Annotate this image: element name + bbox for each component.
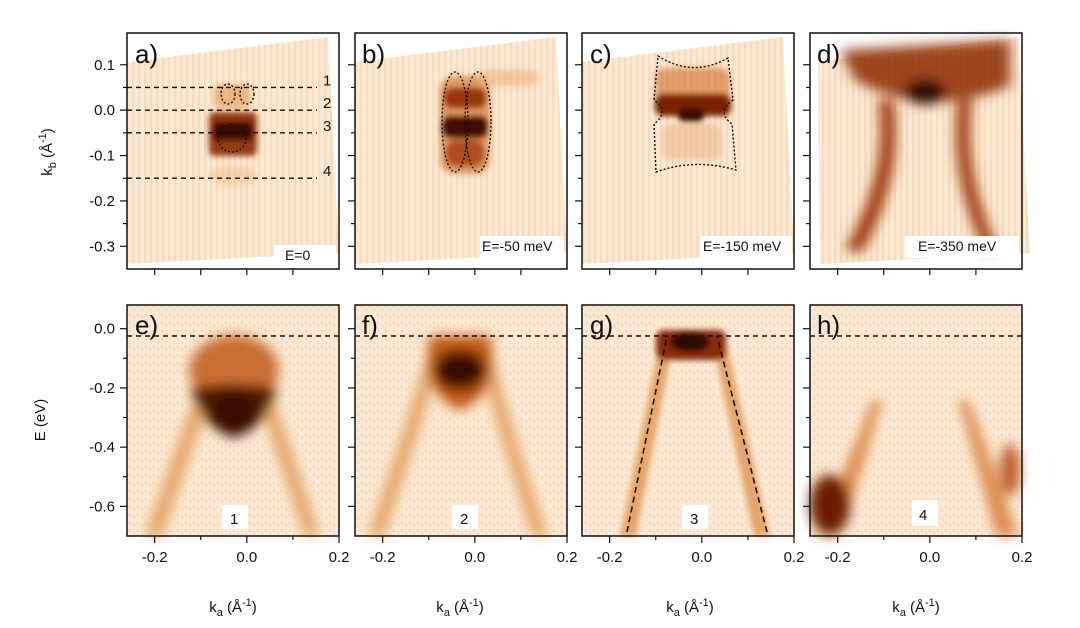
y-tick-label: 0.0 <box>94 321 115 338</box>
panel-c-energy-label: E=-150 meV <box>703 238 782 254</box>
panel-a-x-ticks <box>154 269 294 275</box>
x-tick-label: -0.2 <box>142 549 168 566</box>
panel-e-cut-label: 1 <box>230 511 238 528</box>
panel-f-x-axis-title: ka (Å-1) <box>436 597 484 619</box>
panel-a-y-axis: 0.1 0.0 -0.1 -0.2 -0.3 <box>89 57 127 255</box>
panel-a-pocket-contours <box>217 83 255 153</box>
panel-a-letter: a) <box>135 39 158 69</box>
panel-g-bands <box>620 330 770 536</box>
panel-b-letter: b) <box>362 39 385 69</box>
panel-c-pocket-contours <box>653 54 737 173</box>
cut-line-label: 2 <box>323 95 331 112</box>
cut-line-label: 3 <box>323 118 331 135</box>
panel-d-ticks <box>803 64 977 275</box>
x-tick-label: 0.2 <box>1012 549 1033 566</box>
panel-e: e) 1 0.0 -0.2 -0.4 -0.6 -0.2 0.0 0.2 E (eV) k… <box>32 304 350 619</box>
panel-e-letter: e) <box>135 310 158 340</box>
panel-e-x-axis: -0.2 0.0 0.2 <box>120 328 350 566</box>
x-tick-label: 0.0 <box>691 549 712 566</box>
panel-e-x-axis-title: ka (Å-1) <box>209 597 257 619</box>
panel-e-y-axis: 0.0 -0.2 -0.4 -0.6 <box>89 321 115 516</box>
x-tick-label: 0.2 <box>329 549 350 566</box>
panel-c-pocket <box>655 68 731 160</box>
y-tick-label: 0.0 <box>94 102 115 119</box>
panel-f-x-axis: -0.2 0.0 0.2 <box>348 328 578 566</box>
panel-h-x-axis: -0.2 0.0 0.2 <box>803 328 1033 566</box>
panel-g-x-axis: -0.2 0.0 0.2 <box>575 328 805 566</box>
panel-d: d) E=-350 meV <box>803 32 1030 275</box>
x-tick-label: 0.2 <box>784 549 805 566</box>
cut-line-label: 4 <box>323 163 331 180</box>
x-tick-label: -0.2 <box>370 549 396 566</box>
cut-line-label: 1 <box>323 72 331 89</box>
panel-b-ticks <box>348 64 522 275</box>
panel-e-y-axis-title: E (eV) <box>32 399 49 442</box>
panel-b: b) E=-50 meV <box>348 32 568 275</box>
panel-g-band-fit-lines <box>626 335 768 533</box>
y-tick-label: -0.6 <box>89 498 115 515</box>
panel-g-x-axis-title: ka (Å-1) <box>666 597 714 619</box>
panel-d-bands <box>840 40 1010 252</box>
panel-f-bands <box>368 336 548 536</box>
panel-b-energy-label: E=-50 meV <box>482 238 553 254</box>
panel-a: 1 2 3 4 a) E=0 0.1 0.0 -0.1 -0.2 -0.3 kb (Å-1) <box>37 32 340 275</box>
x-tick-label: 0.0 <box>919 549 940 566</box>
panel-h-bands <box>810 400 1020 536</box>
panel-a-pocket <box>209 84 257 186</box>
x-tick-label: -0.2 <box>825 549 851 566</box>
y-tick-label: -0.1 <box>89 148 115 165</box>
panel-g-letter: g) <box>590 310 613 340</box>
panel-c-ticks <box>575 64 749 275</box>
panel-h-x-axis-title: ka (Å-1) <box>892 597 940 619</box>
x-tick-label: 0.2 <box>557 549 578 566</box>
x-tick-label: 0.0 <box>464 549 485 566</box>
panel-d-letter: d) <box>817 39 840 69</box>
panel-a-y-axis-title: kb (Å-1) <box>37 128 59 176</box>
panel-c: c) E=-150 meV <box>575 32 795 275</box>
y-tick-label: -0.4 <box>89 439 115 456</box>
y-tick-label: -0.2 <box>89 380 115 397</box>
y-tick-label: -0.2 <box>89 193 115 210</box>
panel-f: f) 2 -0.2 0.0 0.2 ka (Å-1) <box>348 304 578 619</box>
y-tick-label: -0.3 <box>89 238 115 255</box>
panel-a-cut-lines: 1 2 3 4 <box>127 72 331 180</box>
panel-c-letter: c) <box>590 39 612 69</box>
panel-h-cut-label: 4 <box>919 507 927 524</box>
panel-g-cut-label: 3 <box>690 511 698 528</box>
y-tick-label: 0.1 <box>94 57 115 74</box>
x-tick-label: -0.2 <box>597 549 623 566</box>
panel-f-letter: f) <box>362 310 378 340</box>
panel-g: g) 3 -0.2 0.0 0.2 ka (Å-1) <box>575 304 805 619</box>
panel-e-bands <box>145 335 320 536</box>
panel-a-energy-label: E=0 <box>285 247 311 263</box>
panel-d-energy-label: E=-350 meV <box>918 238 997 254</box>
panel-h-letter: h) <box>817 310 840 340</box>
panel-f-cut-label: 2 <box>460 511 468 528</box>
x-tick-label: 0.0 <box>236 549 257 566</box>
panel-b-pocket-contours <box>441 71 492 173</box>
panel-h: h) 4 -0.2 0.0 0.2 ka (Å-1) <box>803 304 1033 619</box>
